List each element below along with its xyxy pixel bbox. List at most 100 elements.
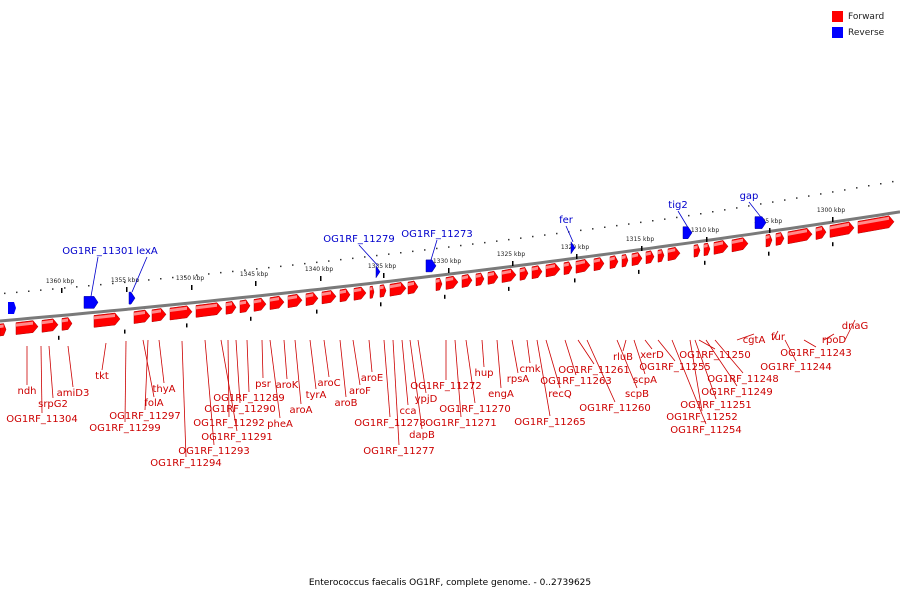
ruler-dot (100, 283, 102, 286)
forward-gene-label: aroB (335, 398, 358, 409)
reverse-gene-leader (131, 256, 148, 293)
forward-gene-og1rf-11272: OG1RF_11272 (410, 340, 482, 392)
tick-label: 1345 kbp (240, 271, 268, 278)
tick-mark (191, 285, 193, 290)
ruler-dot (664, 218, 666, 220)
forward-gene-highlight (776, 233, 781, 238)
forward-gene-og1rf-11250: OG1RF_11250 (679, 339, 751, 361)
forward-gene-highlight (152, 309, 161, 314)
tick-label: 1335 kbp (368, 263, 396, 270)
ruler-dot (640, 221, 642, 224)
forward-gene-leader (465, 339, 476, 404)
forward-gene-label: OG1RF_11260 (579, 403, 651, 414)
forward-gene-leader (144, 339, 149, 411)
forward-gene-leader (309, 339, 317, 390)
ruler-dot (772, 201, 774, 203)
forward-gene-label: ndh (17, 386, 36, 397)
tick-4: 1340 kbp (305, 266, 333, 281)
reverse-track: OG1RF_11301 lexA OG1RF_11279 OG1RF_11273 fer… (62, 191, 767, 309)
tick-mark (832, 217, 834, 222)
ruler-dot (544, 234, 546, 236)
reverse-gene-label: OG1RF_11273 (401, 229, 473, 240)
forward-gene-rpod: rpoD (822, 333, 846, 346)
ruler-dot (28, 290, 30, 292)
reverse-gene-og1rf-11279: OG1RF_11279 (323, 234, 395, 279)
forward-gene-phea: pheA (267, 339, 293, 430)
forward-gene-og1rf-11291: OG1RF_11291 (201, 339, 273, 443)
forward-gene-scpa: scpA (633, 339, 657, 386)
forward-gene-leader (633, 339, 646, 375)
forward-gene-leader (586, 339, 616, 403)
forward-gene-cmk: cmk (519, 339, 541, 375)
forward-gene-label: scpB (625, 389, 649, 400)
legend-label-reverse: Reverse (848, 27, 885, 38)
forward-gene-label: OG1RF_11254 (670, 425, 742, 436)
forward-gene-leader (481, 339, 485, 368)
forward-gene-xerd: xerD (640, 339, 664, 361)
forward-gene-aroc: aroC (317, 339, 341, 389)
reverse-gene-label: gap (740, 191, 759, 202)
ruler-dot (760, 203, 762, 205)
forward-gene-label: aroF (349, 386, 371, 397)
forward-gene-thya: thyA (152, 339, 176, 395)
ruler-dot (556, 232, 558, 235)
genome-caption: Enterococcus faecalis OG1RF, complete ge… (308, 578, 592, 588)
ruler-dot (724, 209, 726, 211)
forward-gene-label: srpG2 (38, 399, 68, 410)
marker-tick (186, 323, 188, 328)
forward-gene-highlight (476, 273, 481, 278)
forward-gene-label: rpsA (507, 374, 530, 385)
ruler-dot (868, 185, 870, 187)
reverse-gene-leader (90, 256, 99, 297)
forward-gene-highlight (288, 295, 297, 300)
forward-gene-label: cmk (519, 364, 540, 375)
forward-gene-highlight (62, 318, 68, 323)
tick-mark (448, 268, 450, 273)
forward-gene-srpg2: srpG2 (38, 345, 68, 410)
forward-gene-label: OG1RF_11271 (425, 418, 497, 429)
tick-label: 1310 kbp (691, 227, 719, 234)
forward-gene-leader (101, 342, 107, 371)
forward-gene-highlight (546, 264, 555, 269)
forward-gene-leader (803, 339, 817, 348)
tick-mark (255, 281, 257, 286)
forward-swatch-icon (832, 11, 843, 22)
reverse-gene-leader (565, 225, 574, 242)
forward-gene-label: OG1RF_11278 (354, 418, 426, 429)
ruler-dot (700, 213, 702, 215)
forward-gene-arok: aroK (276, 339, 299, 391)
forward-gene-leader (671, 339, 707, 425)
marker-tick (574, 278, 576, 283)
reverse-gene-label: tig2 (668, 200, 687, 211)
forward-gene-leader (784, 339, 797, 362)
forward-gene-label: psr (255, 379, 272, 390)
forward-gene-leader (714, 339, 744, 374)
forward-gene-tkt: tkt (95, 342, 109, 382)
tick-3: 1345 kbp (240, 271, 268, 286)
tick-0: 1360 kbp (46, 278, 74, 293)
forward-gene-leader (227, 339, 230, 418)
forward-gene-label: OG1RF_11293 (178, 446, 250, 457)
forward-gene-label: OG1RF_11270 (439, 404, 511, 415)
ruler-dot (232, 270, 234, 273)
tick-mark (769, 228, 771, 233)
ruler-dot (736, 207, 738, 209)
forward-gene-leader (694, 339, 717, 400)
forward-gene-leader (158, 339, 165, 384)
forward-gene-leader (409, 339, 423, 430)
forward-gene-arof: aroF (349, 339, 371, 397)
forward-gene-highlight (16, 321, 33, 327)
forward-gene-highlight (462, 275, 468, 280)
forward-gene-label: cgtA (743, 335, 766, 346)
tick-label: 1305 kbp (754, 218, 782, 225)
ruler-dot (784, 199, 786, 201)
forward-gene-highlight (610, 256, 615, 261)
ruler-dot (472, 243, 474, 245)
forward-gene-label: OG1RF_11291 (201, 432, 273, 443)
forward-gene-og1rf-11260: OG1RF_11260 (579, 339, 651, 414)
tick-5: 1335 kbp (368, 263, 396, 278)
forward-gene-highlight (446, 277, 454, 282)
forward-gene-label: OG1RF_11252 (666, 412, 738, 423)
forward-gene-og1rf-11261: OG1RF_11261 (558, 339, 630, 376)
forward-gene-label: OG1RF_11304 (6, 414, 78, 425)
